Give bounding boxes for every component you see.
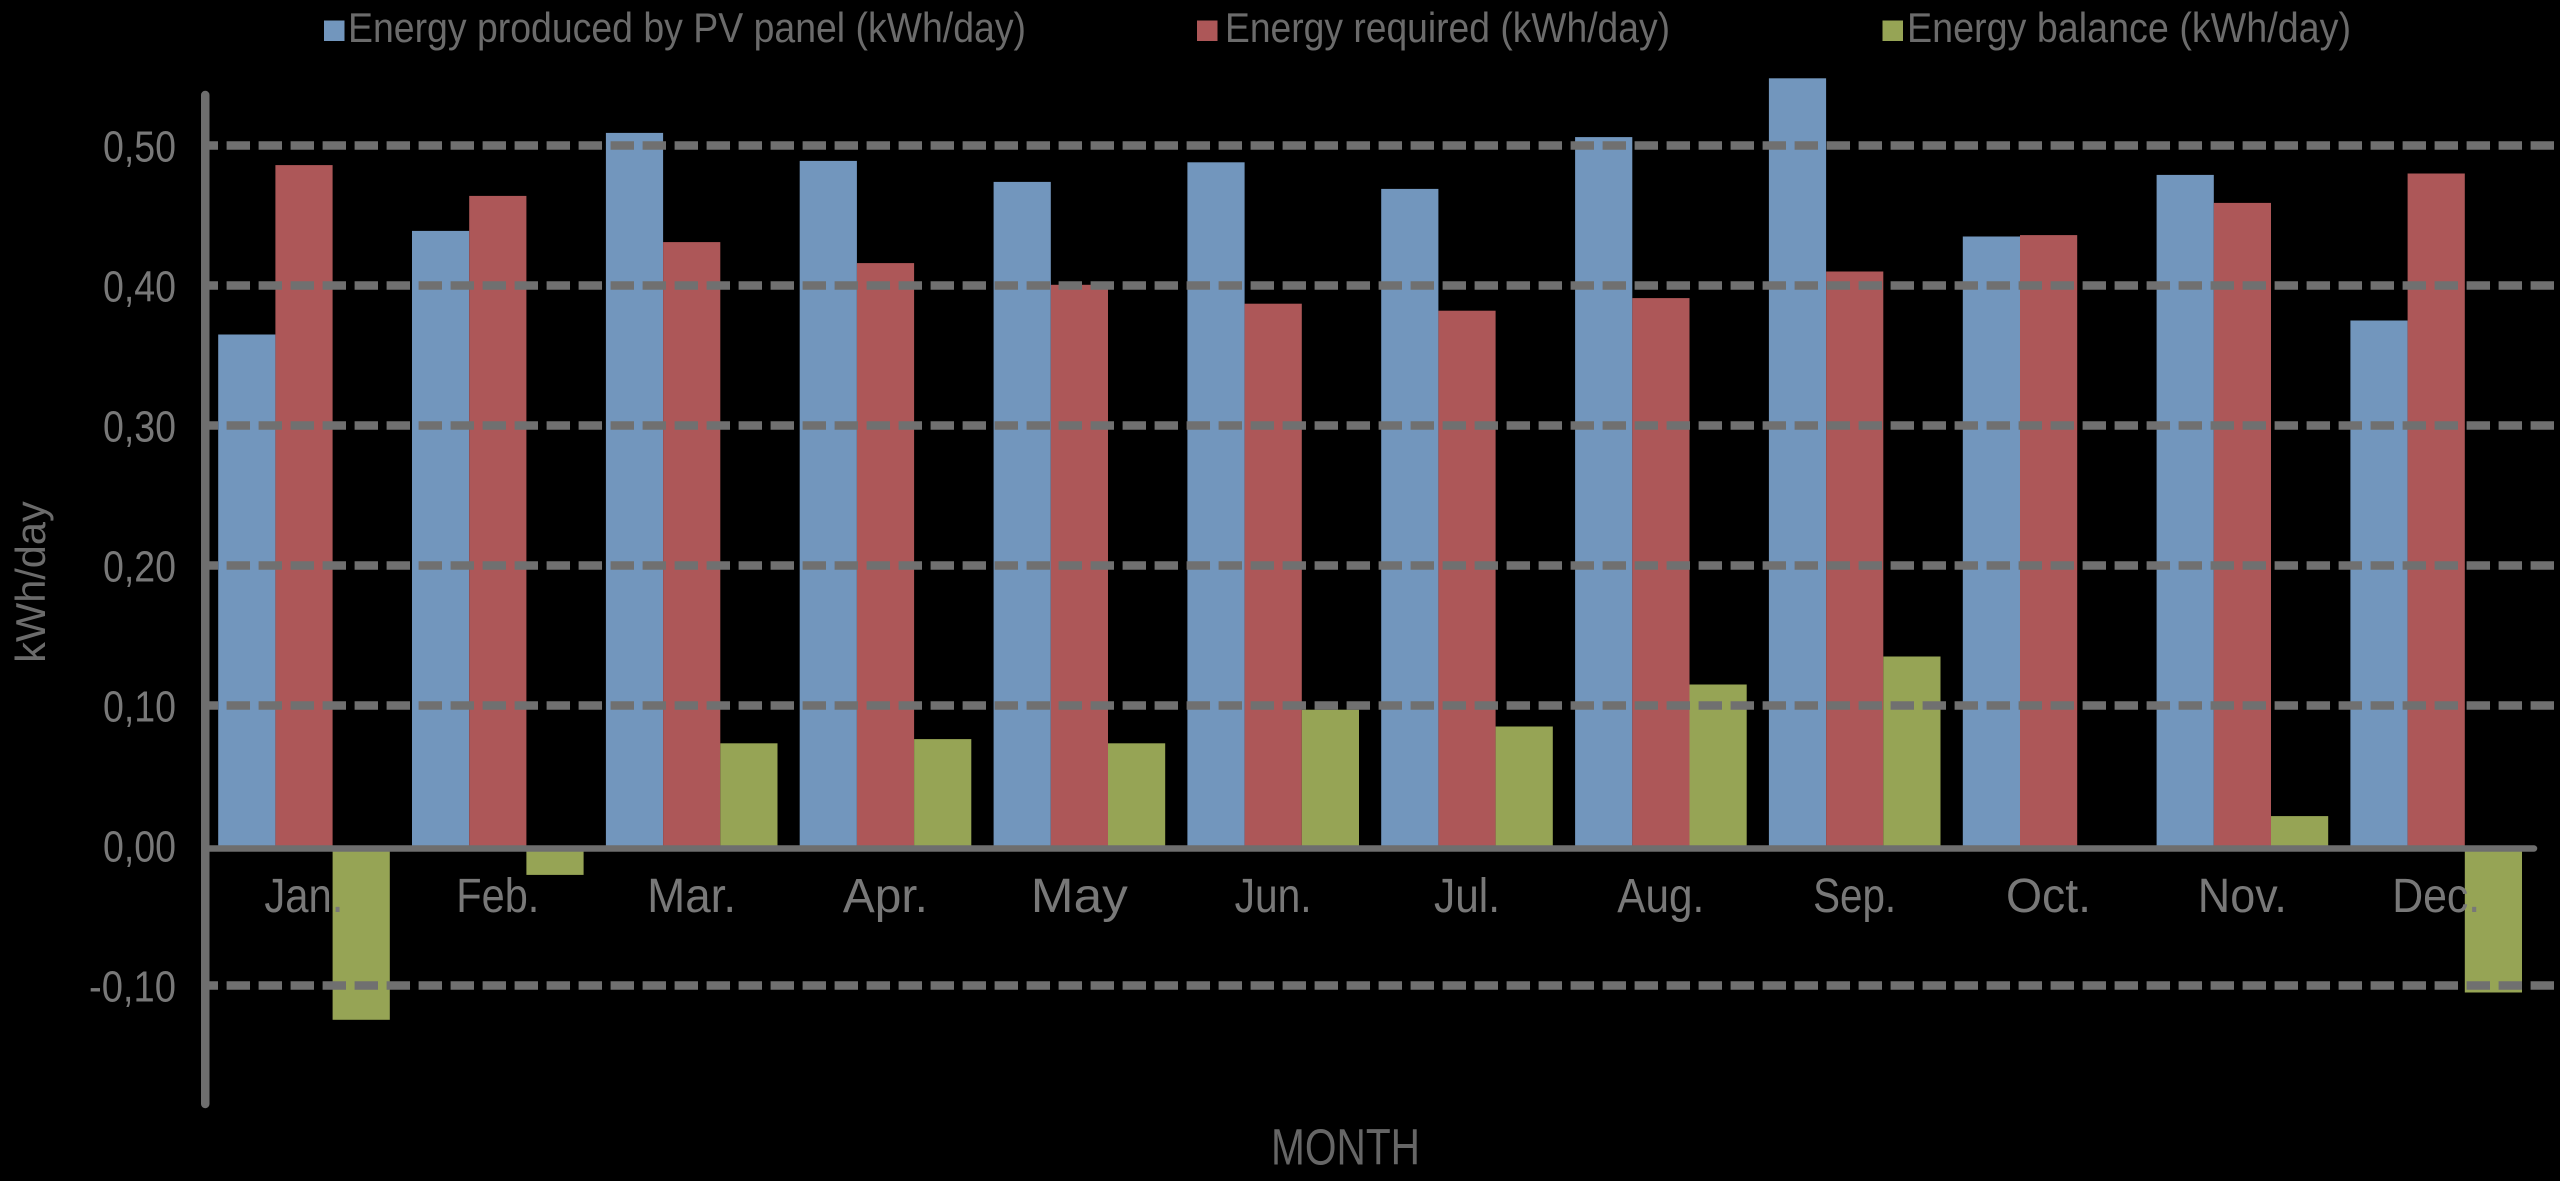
svg-text:0,50: 0,50 (103, 123, 176, 172)
svg-text:Feb.: Feb. (456, 870, 539, 923)
svg-text:0,20: 0,20 (103, 543, 176, 592)
svg-text:Jun.: Jun. (1235, 870, 1312, 923)
svg-text:Dec.: Dec. (2392, 870, 2480, 923)
svg-text:-0,10: -0,10 (89, 963, 176, 1012)
svg-text:Apr.: Apr. (843, 870, 928, 923)
svg-text:Energy produced by PV panel (k: Energy produced by PV panel (kWh/day) (348, 4, 1026, 51)
svg-text:0,10: 0,10 (103, 683, 176, 732)
svg-text:Mar.: Mar. (647, 870, 736, 923)
svg-text:MONTH: MONTH (1271, 1119, 1420, 1176)
svg-text:Sep.: Sep. (1813, 870, 1896, 923)
svg-text:kWh/day: kWh/day (7, 501, 54, 663)
svg-text:Jan.: Jan. (264, 870, 343, 923)
svg-text:Nov.: Nov. (2198, 870, 2287, 923)
svg-text:Oct.: Oct. (2006, 870, 2091, 923)
svg-text:Aug.: Aug. (1617, 870, 1704, 923)
svg-text:Energy balance (kWh/day): Energy balance (kWh/day) (1907, 4, 2351, 51)
svg-text:Jul.: Jul. (1434, 870, 1500, 923)
svg-text:May: May (1031, 870, 1128, 923)
svg-text:0,00: 0,00 (103, 823, 176, 872)
svg-text:Energy required (kWh/day): Energy required (kWh/day) (1225, 4, 1670, 51)
svg-text:0,40: 0,40 (103, 263, 176, 312)
svg-text:0,30: 0,30 (103, 403, 176, 452)
